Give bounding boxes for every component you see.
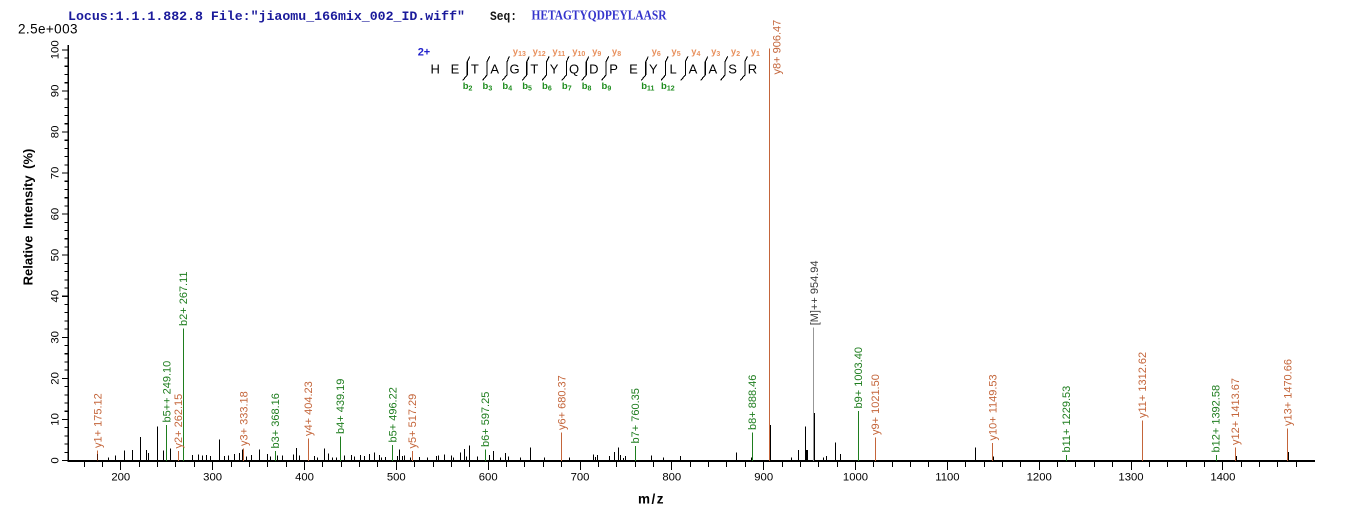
svg-text:A: A <box>490 62 499 77</box>
svg-text:y13: y13 <box>513 47 526 59</box>
svg-text:700: 700 <box>571 472 590 484</box>
svg-text:y1: y1 <box>751 47 760 59</box>
svg-text:y4: y4 <box>691 47 700 59</box>
svg-text:b11+ 1229.53: b11+ 1229.53 <box>1061 386 1073 453</box>
svg-text:500: 500 <box>387 472 406 484</box>
svg-text:y2: y2 <box>731 47 740 59</box>
svg-text:b6: b6 <box>542 81 552 93</box>
svg-text:E: E <box>451 62 460 77</box>
svg-text:b3: b3 <box>483 81 493 93</box>
svg-text:D: D <box>589 62 598 77</box>
svg-text:b4: b4 <box>502 81 512 93</box>
svg-text:600: 600 <box>479 472 498 484</box>
svg-text:y1+ 175.12: y1+ 175.12 <box>93 393 105 448</box>
svg-text:b3+ 368.16: b3+ 368.16 <box>270 393 282 448</box>
svg-text:800: 800 <box>662 472 681 484</box>
svg-text:1000: 1000 <box>843 472 868 484</box>
svg-text:R: R <box>748 62 757 77</box>
svg-text:y11+ 1312.62: y11+ 1312.62 <box>1137 352 1149 418</box>
svg-text:A: A <box>708 62 717 77</box>
svg-text:y5+ 517.29: y5+ 517.29 <box>407 394 419 449</box>
svg-text:30: 30 <box>50 331 62 344</box>
svg-text:m/z: m/z <box>638 492 665 507</box>
svg-text:y10: y10 <box>572 47 585 59</box>
svg-text:y11: y11 <box>552 47 565 59</box>
svg-text:S: S <box>728 62 737 77</box>
svg-text:Locus:1.1.1.882.8 File:"jiaomu: Locus:1.1.1.882.8 File:"jiaomu_166mix_00… <box>68 9 465 24</box>
svg-text:1400: 1400 <box>1210 472 1235 484</box>
svg-text:2+: 2+ <box>418 47 431 59</box>
svg-text:y6+ 680.37: y6+ 680.37 <box>557 375 569 430</box>
svg-text:y12+ 1413.67: y12+ 1413.67 <box>1230 378 1242 445</box>
svg-text:y13+ 1470.66: y13+ 1470.66 <box>1282 359 1294 426</box>
svg-text:100: 100 <box>50 40 62 59</box>
svg-text:b2+ 267.11: b2+ 267.11 <box>178 271 190 326</box>
svg-text:y12: y12 <box>533 47 546 59</box>
svg-text:y5: y5 <box>671 47 680 59</box>
svg-text:y9: y9 <box>592 47 601 59</box>
svg-text:1100: 1100 <box>935 472 959 484</box>
svg-text:y6: y6 <box>652 47 661 59</box>
svg-text:b2: b2 <box>463 81 473 93</box>
svg-text:y8: y8 <box>612 47 621 59</box>
svg-text:T: T <box>471 62 479 77</box>
svg-text:Seq:: Seq: <box>490 9 517 24</box>
svg-text:Y: Y <box>649 62 658 77</box>
svg-text:b8: b8 <box>582 81 592 93</box>
svg-text:0: 0 <box>50 457 62 463</box>
svg-text:y3+ 333.18: y3+ 333.18 <box>239 391 251 446</box>
svg-text:G: G <box>509 62 519 77</box>
svg-text:T: T <box>530 62 538 77</box>
svg-text:40: 40 <box>50 290 62 303</box>
svg-text:10: 10 <box>50 413 62 426</box>
svg-text:y10+ 1149.53: y10+ 1149.53 <box>987 374 999 440</box>
svg-text:b11: b11 <box>641 81 654 93</box>
svg-text:b9+ 1003.40: b9+ 1003.40 <box>853 347 865 408</box>
svg-text:20: 20 <box>50 372 62 385</box>
svg-text:A: A <box>689 62 698 77</box>
svg-text:b9: b9 <box>602 81 612 93</box>
svg-text:b7+ 760.35: b7+ 760.35 <box>630 388 642 443</box>
svg-text:400: 400 <box>295 472 314 484</box>
svg-text:80: 80 <box>50 126 62 139</box>
svg-text:2.5e+003: 2.5e+003 <box>18 22 78 37</box>
svg-text:900: 900 <box>754 472 773 484</box>
svg-text:b4+ 439.19: b4+ 439.19 <box>335 379 347 434</box>
svg-text:Y: Y <box>550 62 559 77</box>
svg-text:y3: y3 <box>711 47 720 59</box>
svg-text:b7: b7 <box>562 81 572 93</box>
svg-text:y8+ 906.47: y8+ 906.47 <box>771 20 783 75</box>
svg-text:y2+ 262.15: y2+ 262.15 <box>173 394 185 449</box>
svg-text:b12: b12 <box>661 81 675 93</box>
svg-text:Relative Intensity (%): Relative Intensity (%) <box>21 149 36 286</box>
svg-text:90: 90 <box>50 85 62 98</box>
svg-text:E: E <box>629 62 638 77</box>
svg-text:b6+ 597.25: b6+ 597.25 <box>480 392 492 447</box>
svg-text:50: 50 <box>50 249 62 262</box>
svg-text:Q: Q <box>569 62 579 77</box>
svg-text:b12+ 1392.58: b12+ 1392.58 <box>1211 385 1223 453</box>
svg-text:L: L <box>669 62 676 77</box>
svg-text:[M]++ 954.94: [M]++ 954.94 <box>809 260 821 325</box>
svg-text:b5+ 496.22: b5+ 496.22 <box>387 387 399 442</box>
svg-text:1300: 1300 <box>1118 472 1143 484</box>
svg-text:60: 60 <box>50 208 62 221</box>
svg-text:b5: b5 <box>522 81 532 93</box>
svg-text:300: 300 <box>203 472 222 484</box>
svg-text:P: P <box>609 62 618 77</box>
svg-text:1200: 1200 <box>1027 472 1052 484</box>
svg-text:HETAGTYQDPEYLAASR: HETAGTYQDPEYLAASR <box>532 9 668 24</box>
svg-text:b5++ 249.10: b5++ 249.10 <box>161 361 173 423</box>
svg-text:H: H <box>431 62 440 77</box>
svg-text:200: 200 <box>111 472 130 484</box>
svg-text:70: 70 <box>50 167 62 180</box>
svg-text:b8+ 888.46: b8+ 888.46 <box>747 375 759 430</box>
svg-text:y9+ 1021.50: y9+ 1021.50 <box>870 374 882 435</box>
svg-text:y4+ 404.23: y4+ 404.23 <box>303 381 315 436</box>
